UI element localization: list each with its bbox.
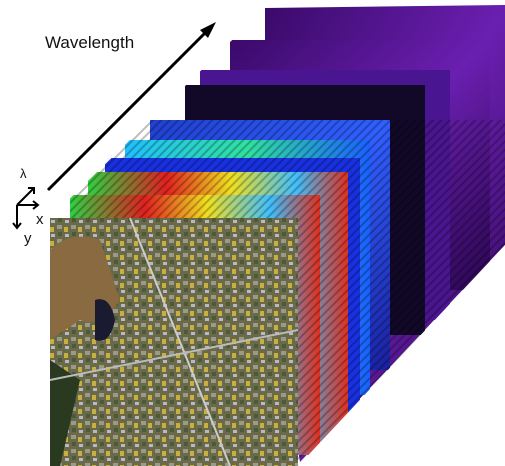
wavelength-label: Wavelength: [45, 33, 134, 52]
axes-icon: [12, 187, 40, 230]
x-label: x: [36, 211, 44, 228]
lambda-label: λ: [20, 166, 27, 181]
y-label: y: [24, 230, 32, 247]
wavelength-arrow: [46, 22, 216, 192]
front-image: [49, 217, 299, 466]
